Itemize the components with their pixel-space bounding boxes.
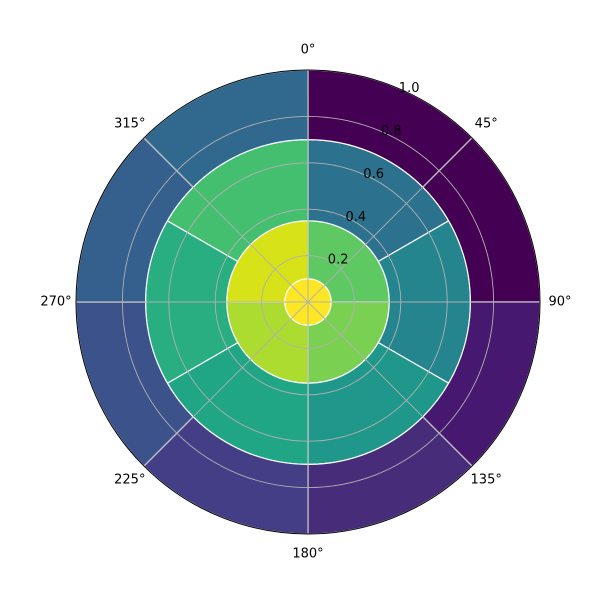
theta-tick-label-8: 315° [114,116,145,131]
radial-tick-labels: 0.2 0.4 0.6 0.8 1.0 [328,81,420,267]
theta-tick-label-1: 0° [301,43,316,58]
grid-layer [76,70,540,534]
theta-tick-label-5: 180° [292,547,323,562]
r-tick-label-3: 0.6 [363,167,384,182]
r-tick-label-2: 0.4 [346,210,367,225]
angular-gridline-4 [307,301,473,467]
r-tick-label-4: 0.8 [381,124,402,139]
theta-tick-label-7: 270° [40,295,71,310]
angular-gridline-2 [307,137,473,303]
theta-tick-label-3: 90° [548,295,571,310]
theta-tick-label-4: 135° [471,473,502,488]
theta-tick-labels: 0° 45° 90° 135° 180° 225° 270° 315° [40,43,571,562]
theta-tick-label-6: 225° [114,473,145,488]
theta-tick-label-2: 45° [475,116,498,131]
polar-spine [75,69,541,535]
r-tick-label-5: 1.0 [399,81,420,96]
r-tick-label-1: 0.2 [328,253,349,268]
angular-gridline-8 [143,137,309,303]
angular-gridline-6 [143,301,309,467]
